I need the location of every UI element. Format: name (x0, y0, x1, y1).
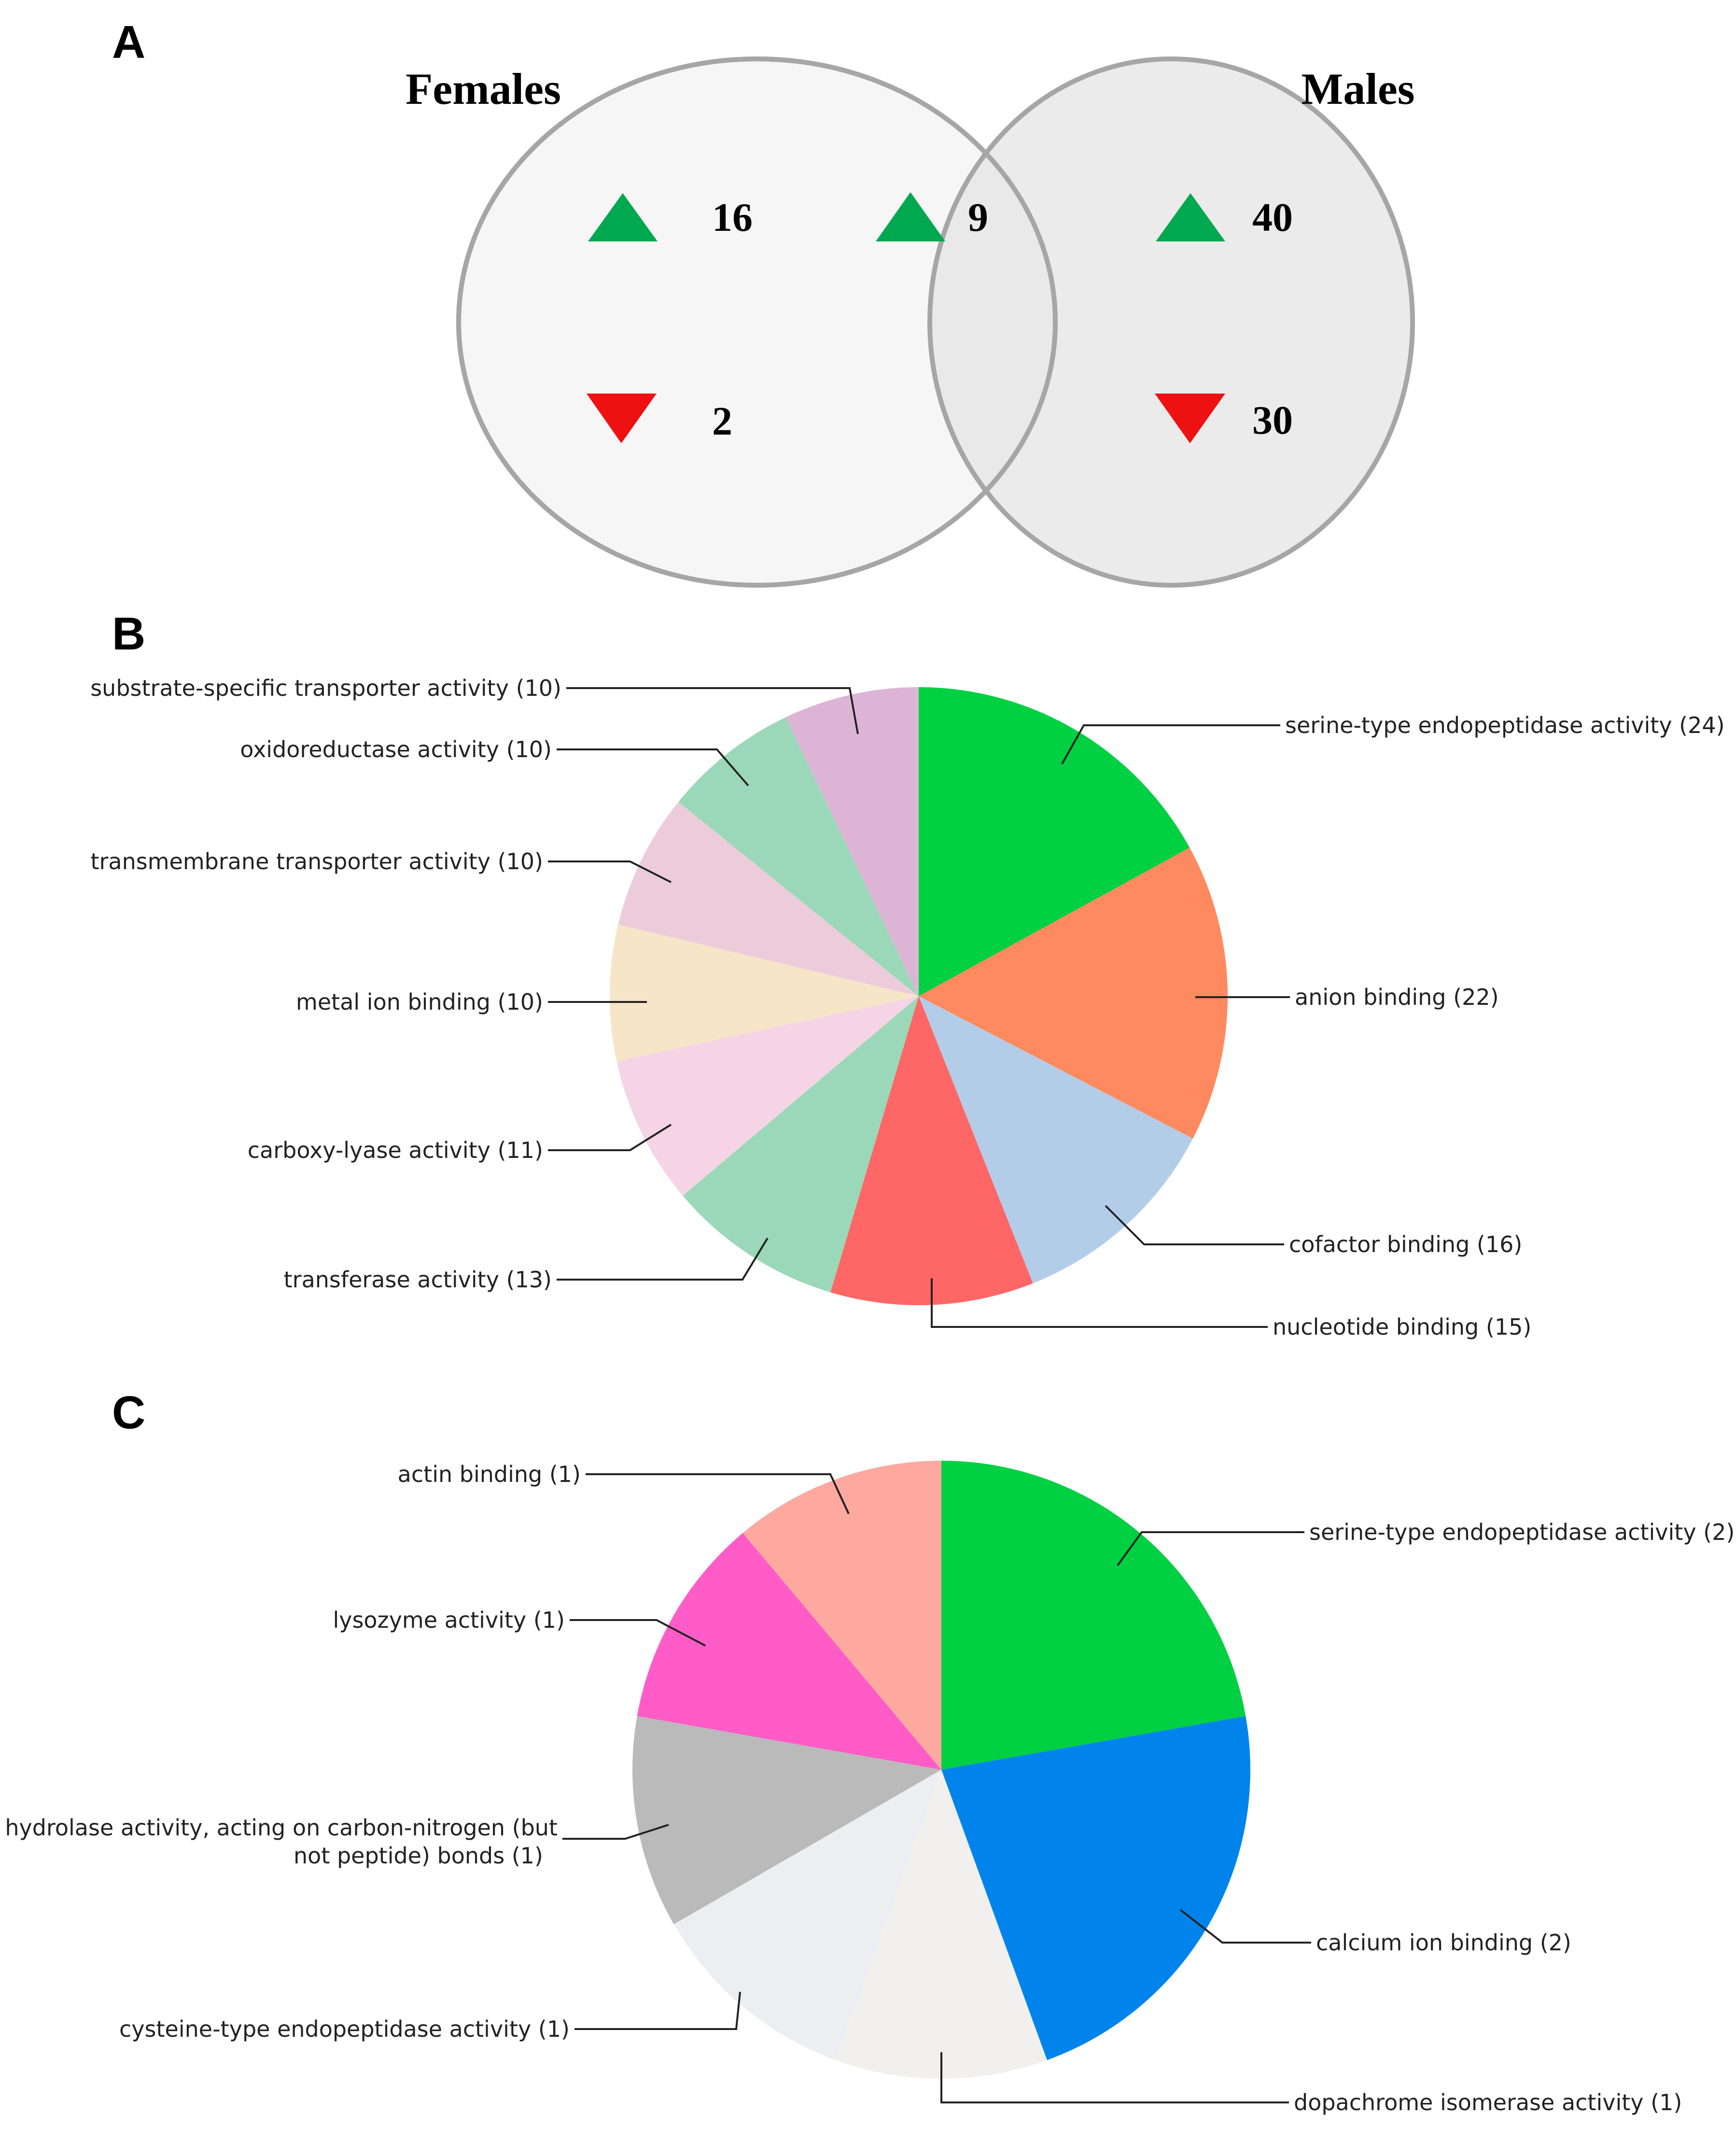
pie-slice (836, 1770, 1047, 2079)
pie-slice (678, 717, 919, 996)
pie-leader-line (940, 2052, 1289, 2103)
pie-slice (941, 1716, 1250, 2060)
venn-count-male-up: 40 (1252, 195, 1293, 240)
pie-slice-label: carboxy-lyase activity (11) (248, 1137, 543, 1163)
pie-leader-line (557, 748, 749, 787)
pie-leader-line (574, 1991, 741, 2030)
pie-slice (616, 996, 919, 1196)
pie-slice-label: serine-type endopeptidase activity (24) (1285, 712, 1725, 738)
pie-slice-label: anion binding (22) (1295, 984, 1499, 1010)
venn-count-female-up: 16 (712, 195, 753, 240)
up-triangle-icon (1156, 193, 1225, 241)
pie-slice (830, 996, 1033, 1305)
pie-slice-label: cofactor binding (16) (1289, 1231, 1522, 1257)
pie-slice-label: hydrolase activity, acting on carbon-nit… (5, 1815, 558, 1869)
down-triangle-icon (1155, 394, 1225, 443)
venn-count-female-down: 2 (712, 399, 732, 444)
pie-leader-line (1105, 1205, 1284, 1245)
pie-slice (742, 1461, 941, 1770)
pie-leader-line (557, 1237, 769, 1281)
pie-leader-line (1179, 1909, 1311, 1944)
pie-slice (785, 687, 919, 996)
pie-slice-label: substrate-specific transporter activity … (90, 675, 561, 701)
pie-slice (919, 996, 1193, 1283)
venn-circle-females-outline (456, 56, 1058, 588)
venn-title-females: Females (406, 64, 561, 113)
pie-slice-label: dopachrome isomerase activity (1) (1294, 2089, 1682, 2115)
pie-slice-label: lysozyme activity (1) (333, 1607, 565, 1633)
pie-slice (941, 1461, 1246, 1770)
venn-circle-males (927, 56, 1415, 588)
pie-slice-label: calcium ion binding (2) (1316, 1930, 1571, 1956)
venn-title-males: Males (1301, 64, 1414, 113)
pie-slice-label: nucleotide binding (15) (1273, 1314, 1531, 1340)
panel-letter-c: C (112, 1387, 145, 1438)
pie-leader-line (586, 1473, 850, 1514)
panel-letter-b: B (112, 608, 145, 660)
up-triangle-icon (876, 192, 945, 241)
pie-leader-line (1117, 1531, 1304, 1566)
pie-slice-label: transferase activity (13) (284, 1267, 552, 1293)
pie-slice-label: transmembrane transporter activity (10) (90, 848, 543, 874)
pie-chart-c: serine-type endopeptidase activity (2) ca… (5, 1461, 1735, 2115)
venn-count-overlap-up: 9 (968, 195, 988, 240)
pie-slice (618, 802, 919, 996)
panel-letter-a: A (112, 16, 145, 68)
down-triangle-icon (587, 394, 657, 443)
pie-slice-label: serine-type endopeptidase activity (2) (1309, 1519, 1735, 1545)
pie-slice (637, 1533, 941, 1770)
pie-leader-line (548, 860, 672, 883)
pie-slice-label: cysteine-type endopeptidase activity (1) (119, 2016, 570, 2042)
pie-slice-label: metal ion binding (10) (296, 989, 543, 1015)
pie-leader-line (931, 1278, 1268, 1328)
pie-slice (609, 924, 919, 1061)
pie-leader-line (570, 1619, 706, 1647)
pie-slice (919, 687, 1190, 996)
pie-chart-b: serine-type endopeptidase activity (24) a… (90, 675, 1724, 1340)
venn-count-male-down: 30 (1252, 398, 1293, 443)
pie-leader-line (1061, 724, 1280, 764)
venn-diagram: Females Males 16 2 9 40 30 (406, 56, 1415, 588)
up-triangle-icon (588, 193, 658, 241)
pie-slice-label: oxidoreductase activity (10) (240, 736, 552, 762)
pie-leader-line (562, 1824, 669, 1840)
pie-leader-line (548, 1124, 672, 1151)
pie-slice-label: actin binding (1) (398, 1461, 581, 1487)
pie-slice (632, 1716, 941, 1924)
pie-leader-line (566, 687, 859, 734)
pie-slice (683, 996, 919, 1293)
pie-slice (919, 847, 1228, 1139)
pie-slice (673, 1770, 941, 2060)
